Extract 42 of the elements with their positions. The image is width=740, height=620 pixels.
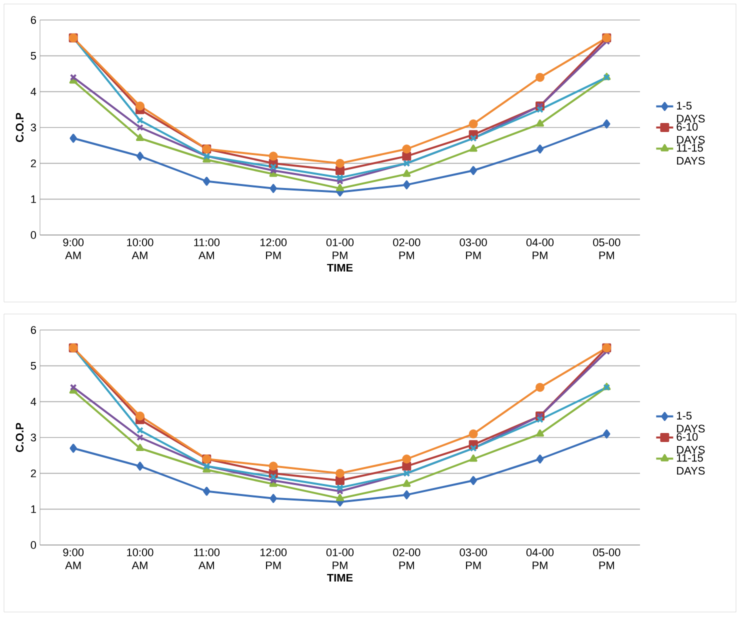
- y-tick-label: 6: [30, 16, 36, 24]
- x-tick-label: 03-00 PM: [460, 548, 487, 570]
- y-tick-label: 2: [30, 470, 36, 478]
- x-tick-label: 9:00 AM: [63, 548, 84, 570]
- y-tick-label: 3: [30, 124, 36, 132]
- x-tick-label: 05-00 PM: [593, 548, 620, 570]
- legend-label: 11-15 DAYS: [677, 144, 705, 165]
- x-tick-label: 01-00 PM: [326, 238, 354, 260]
- y-tick-label: 2: [30, 160, 36, 168]
- x-tick-label: 11:00 AM: [194, 548, 220, 570]
- y-tick-label: 5: [30, 362, 36, 370]
- y-tick-label: 4: [30, 88, 36, 96]
- y-tick-label: 0: [30, 231, 36, 239]
- x-tick-label: 03-00 PM: [460, 238, 487, 260]
- y-tick-label: 4: [30, 398, 36, 406]
- x-tick-label: 10:00 AM: [127, 548, 154, 570]
- legend-label: 6-10 DAYS: [676, 432, 705, 454]
- y-tick-label: 3: [30, 434, 36, 442]
- x-tick-label: 9:00 AM: [63, 238, 84, 260]
- legend-label: 6-10 DAYS: [676, 122, 705, 144]
- x-axis-title: TIME: [327, 574, 353, 582]
- x-tick-label: 02-00 PM: [393, 548, 420, 570]
- x-tick-label: 05-00 PM: [593, 238, 620, 260]
- y-tick-label: 5: [30, 52, 36, 60]
- x-tick-label: 04-00 PM: [526, 548, 554, 570]
- y-tick-label: 1: [31, 505, 36, 513]
- x-tick-label: 12:00 PM: [260, 238, 287, 260]
- legend-label: 11-15 DAYS: [677, 454, 705, 475]
- x-tick-label: 04-00 PM: [526, 238, 554, 260]
- x-axis-title: TIME: [327, 264, 353, 272]
- legend-label: 1-5 DAYS: [677, 102, 705, 123]
- x-tick-label: 12:00 PM: [260, 548, 287, 570]
- x-tick-label: 10:00 AM: [127, 238, 154, 260]
- y-tick-label: 1: [31, 195, 36, 203]
- y-axis-title: C.O.P: [16, 422, 24, 452]
- y-tick-label: 0: [30, 541, 36, 549]
- legend-label: 1-5 DAYS: [677, 412, 705, 433]
- y-tick-label: 6: [30, 326, 36, 334]
- x-tick-label: 02-00 PM: [393, 238, 420, 260]
- x-tick-label: 11:00 AM: [194, 238, 220, 260]
- y-axis-title: C.O.P: [16, 112, 24, 142]
- x-tick-label: 01-00 PM: [326, 548, 354, 570]
